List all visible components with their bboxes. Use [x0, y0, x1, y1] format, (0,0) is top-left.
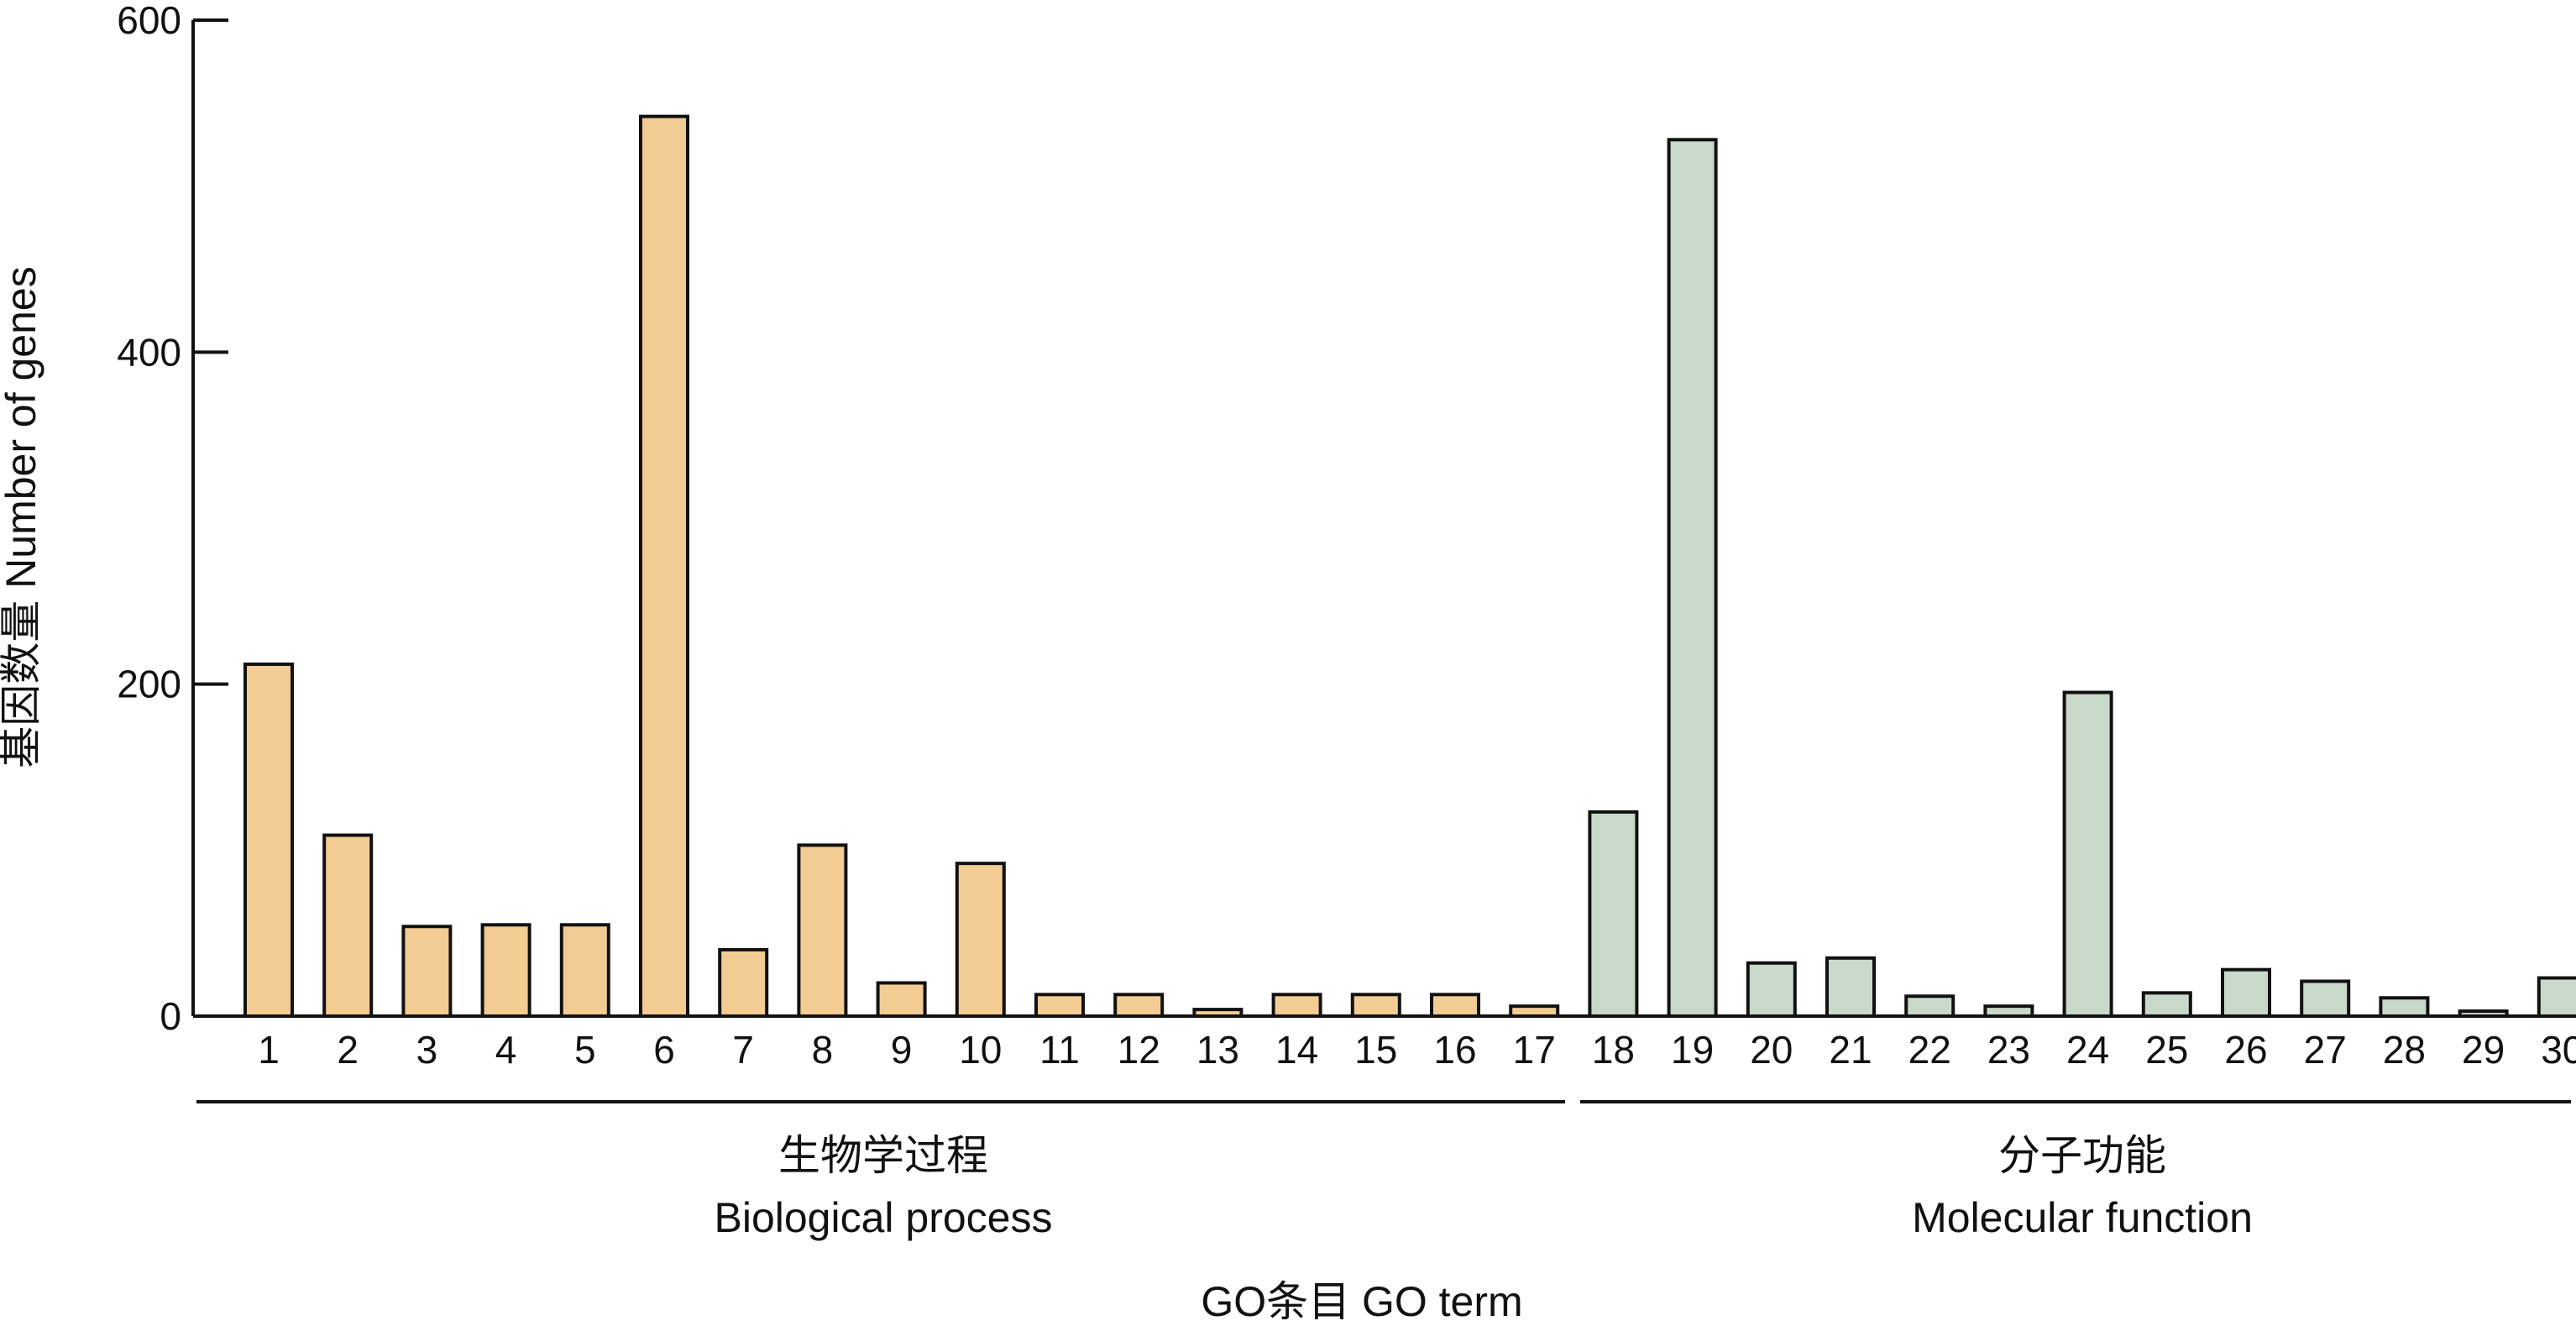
x-tick-label-6: 6	[653, 1028, 675, 1072]
bar-24	[2062, 690, 2113, 1018]
y-axis: 0 200 400 600	[117, 0, 228, 1038]
x-tick-label-13: 13	[1196, 1028, 1239, 1072]
x-tick-label-19: 19	[1671, 1028, 1714, 1072]
x-axis-title: GO条目 GO term	[1201, 1278, 1522, 1325]
x-tick-label-16: 16	[1433, 1028, 1476, 1072]
group-label-cn: 生物学过程	[778, 1132, 988, 1179]
x-tick-label-22: 22	[1908, 1028, 1951, 1072]
y-tick-label: 0	[160, 994, 181, 1038]
group-brackets: 生物学过程 Biological process 分子功能 Molecular fun…	[196, 1100, 2571, 1241]
x-tick-label-25: 25	[2145, 1028, 2188, 1072]
x-tick-label-24: 24	[2066, 1028, 2109, 1072]
bar-18	[1588, 810, 1639, 1018]
x-tick-label-17: 17	[1513, 1028, 1556, 1072]
group-label-en: Biological process	[715, 1194, 1053, 1241]
x-tick-label-20: 20	[1750, 1028, 1793, 1072]
group-label-en: Molecular function	[1912, 1194, 2253, 1241]
x-tick-label-8: 8	[812, 1028, 834, 1072]
bar-5	[559, 923, 610, 1018]
bar-14	[1271, 993, 1322, 1019]
x-tick-label-28: 28	[2383, 1028, 2426, 1072]
bar-2	[322, 833, 374, 1018]
y-tick-label: 400	[117, 330, 181, 374]
x-tick-labels: 1 2 3 4 5 6 7 8 9 10 11 12 13 14 15 16 17 18 19 20 21 22 23 24 2…	[258, 1028, 2576, 1072]
x-tick-label-7: 7	[732, 1028, 754, 1072]
y-axis-title: 基因数量 Number of genes	[0, 266, 45, 768]
bar-6	[639, 114, 689, 1019]
bar-26	[2221, 967, 2271, 1018]
bar-8	[797, 843, 848, 1018]
group-label-cn: 分子功能	[1998, 1132, 2166, 1179]
x-tick-label-29: 29	[2462, 1028, 2505, 1072]
bar-3	[401, 925, 453, 1019]
bar-7	[718, 947, 769, 1019]
x-tick-label-12: 12	[1118, 1028, 1160, 1072]
x-tick-label-18: 18	[1592, 1028, 1635, 1072]
x-tick-label-5: 5	[574, 1028, 596, 1072]
bar-12	[1113, 993, 1165, 1019]
bar-28	[2379, 996, 2430, 1019]
bar-25	[2141, 991, 2192, 1018]
bar-30	[2537, 976, 2576, 1018]
bar-21	[1825, 956, 1876, 1018]
bar-19	[1667, 138, 1718, 1019]
bar-11	[1034, 993, 1085, 1019]
bars	[193, 114, 2576, 1019]
x-tick-label-14: 14	[1275, 1028, 1318, 1072]
x-tick-label-11: 11	[1039, 1028, 1080, 1072]
y-tick-label: 600	[117, 0, 181, 42]
x-tick-label-1: 1	[258, 1028, 280, 1072]
x-tick-label-30: 30	[2541, 1028, 2576, 1072]
bar-16	[1430, 993, 1480, 1019]
x-tick-label-26: 26	[2224, 1028, 2267, 1072]
bar-27	[2300, 979, 2351, 1018]
x-tick-label-3: 3	[416, 1028, 438, 1072]
x-tick-label-23: 23	[1987, 1028, 2030, 1072]
bar-1	[243, 662, 294, 1018]
x-tick-label-2: 2	[337, 1028, 359, 1072]
bar-22	[1904, 994, 1956, 1019]
bar-10	[955, 862, 1006, 1018]
x-tick-label-9: 9	[891, 1028, 913, 1072]
x-tick-label-15: 15	[1354, 1028, 1397, 1072]
y-tick-label: 200	[117, 663, 181, 706]
bar-9	[876, 981, 927, 1019]
bar-4	[480, 923, 531, 1018]
x-tick-label-10: 10	[959, 1028, 1002, 1072]
x-tick-label-21: 21	[1829, 1028, 1872, 1072]
bar-20	[1746, 961, 1797, 1019]
x-tick-label-27: 27	[2304, 1028, 2347, 1072]
bar-15	[1350, 993, 1401, 1019]
x-tick-label-4: 4	[495, 1028, 517, 1072]
